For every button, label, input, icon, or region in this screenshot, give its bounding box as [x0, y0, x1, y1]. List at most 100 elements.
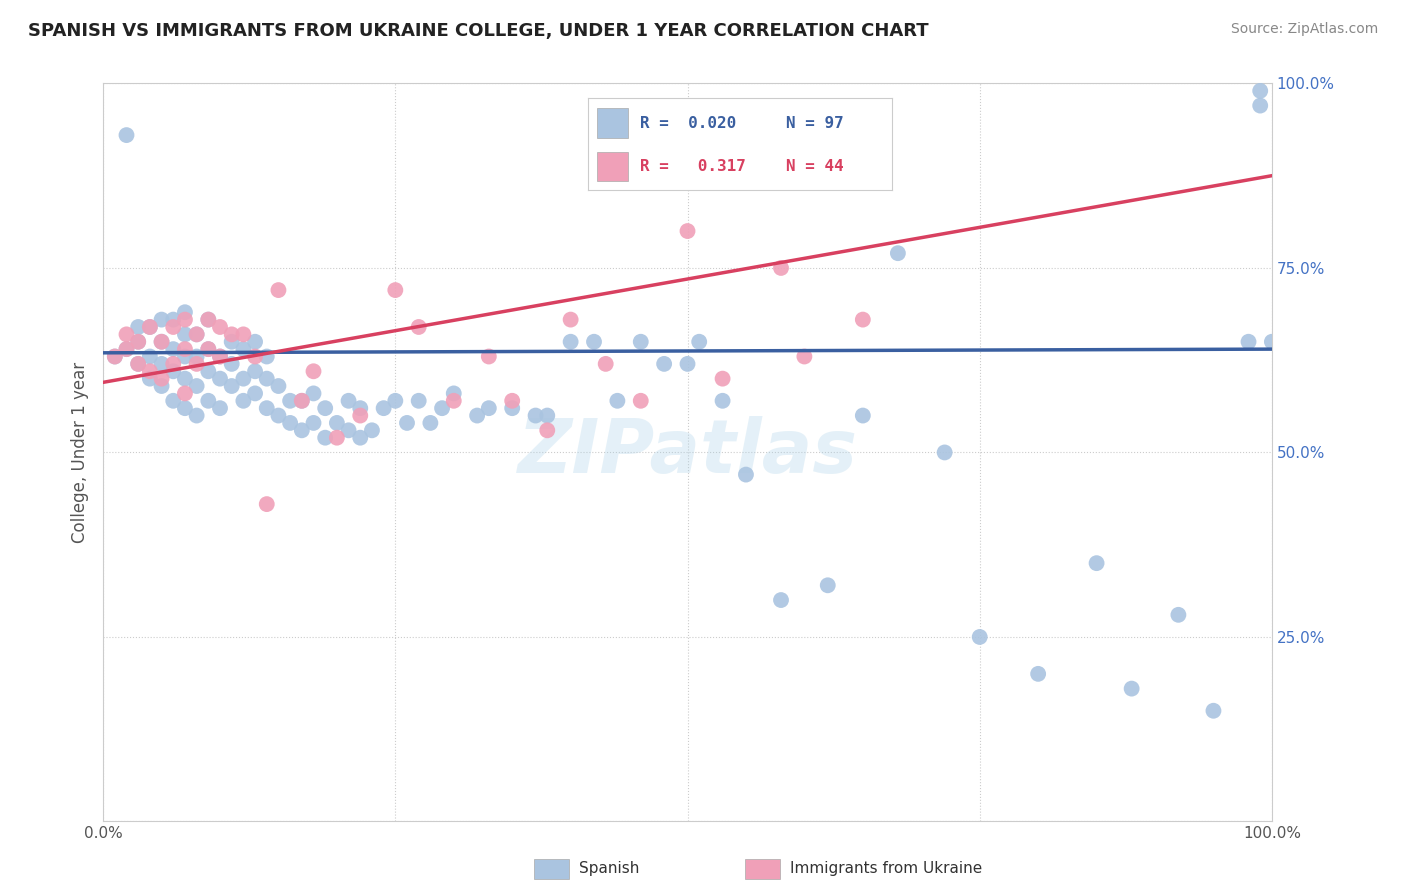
Point: [1249, 98, 1271, 112]
Point: [221, 334, 243, 349]
Point: [174, 350, 197, 364]
Point: [478, 401, 501, 416]
Point: [291, 423, 314, 437]
Text: Source: ZipAtlas.com: Source: ZipAtlas.com: [1230, 22, 1378, 37]
Point: [769, 593, 792, 607]
Point: [1085, 556, 1108, 570]
Point: [349, 431, 371, 445]
Point: [793, 350, 815, 364]
Point: [291, 393, 314, 408]
Point: [395, 416, 418, 430]
Point: [162, 393, 184, 408]
Point: [373, 401, 395, 416]
Point: [127, 334, 149, 349]
Point: [560, 334, 582, 349]
Point: [243, 334, 266, 349]
Point: [174, 305, 197, 319]
Point: [524, 409, 547, 423]
Point: [186, 379, 208, 393]
Point: [127, 334, 149, 349]
Point: [232, 342, 254, 356]
Point: [302, 386, 325, 401]
Point: [150, 334, 173, 349]
Point: [419, 416, 441, 430]
Point: [232, 327, 254, 342]
Point: [361, 423, 384, 437]
Point: [150, 312, 173, 326]
Text: SPANISH VS IMMIGRANTS FROM UKRAINE COLLEGE, UNDER 1 YEAR CORRELATION CHART: SPANISH VS IMMIGRANTS FROM UKRAINE COLLE…: [28, 22, 929, 40]
Point: [208, 320, 231, 334]
Point: [630, 393, 652, 408]
Point: [1237, 334, 1260, 349]
Point: [115, 342, 138, 356]
Point: [174, 342, 197, 356]
Point: [278, 393, 301, 408]
Point: [408, 320, 430, 334]
Point: [887, 246, 910, 260]
Point: [337, 423, 360, 437]
Point: [208, 350, 231, 364]
Point: [139, 364, 162, 378]
Point: [221, 357, 243, 371]
Point: [221, 379, 243, 393]
Point: [443, 386, 465, 401]
Point: [595, 357, 617, 371]
Point: [162, 357, 184, 371]
Point: [711, 393, 734, 408]
Point: [243, 350, 266, 364]
Point: [197, 342, 219, 356]
Text: Spanish: Spanish: [579, 862, 640, 876]
Point: [302, 416, 325, 430]
Point: [1167, 607, 1189, 622]
Point: [314, 401, 336, 416]
Point: [676, 224, 699, 238]
Point: [934, 445, 956, 459]
Point: [630, 334, 652, 349]
Point: [478, 350, 501, 364]
Point: [162, 342, 184, 356]
Point: [465, 409, 488, 423]
Point: [243, 364, 266, 378]
Text: Immigrants from Ukraine: Immigrants from Ukraine: [790, 862, 983, 876]
Point: [162, 312, 184, 326]
Point: [278, 416, 301, 430]
Point: [606, 393, 628, 408]
Point: [711, 371, 734, 385]
Point: [1202, 704, 1225, 718]
Point: [197, 393, 219, 408]
Point: [139, 350, 162, 364]
Point: [769, 260, 792, 275]
Point: [1249, 84, 1271, 98]
Point: [1121, 681, 1143, 696]
Point: [256, 371, 278, 385]
Point: [384, 393, 406, 408]
Point: [174, 401, 197, 416]
Point: [150, 379, 173, 393]
Point: [501, 393, 523, 408]
Point: [221, 327, 243, 342]
Point: [501, 401, 523, 416]
Point: [127, 357, 149, 371]
Point: [256, 497, 278, 511]
Point: [162, 364, 184, 378]
Point: [735, 467, 758, 482]
Point: [267, 379, 290, 393]
Point: [1026, 666, 1049, 681]
Point: [243, 386, 266, 401]
Point: [676, 357, 699, 371]
Y-axis label: College, Under 1 year: College, Under 1 year: [72, 362, 89, 543]
Point: [174, 312, 197, 326]
Point: [326, 431, 349, 445]
Point: [150, 334, 173, 349]
Point: [408, 393, 430, 408]
Point: [104, 350, 127, 364]
Point: [186, 327, 208, 342]
Point: [326, 416, 349, 430]
Point: [139, 320, 162, 334]
Point: [162, 320, 184, 334]
Point: [115, 327, 138, 342]
Point: [443, 393, 465, 408]
Point: [208, 371, 231, 385]
Point: [430, 401, 453, 416]
Point: [302, 364, 325, 378]
